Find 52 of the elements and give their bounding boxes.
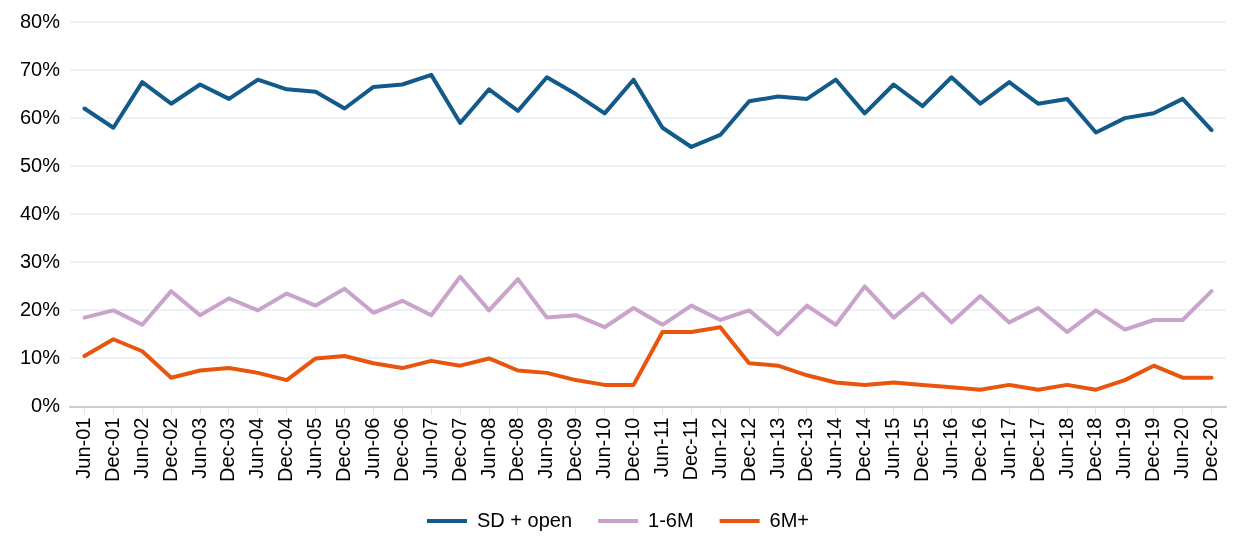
x-tick-label: Dec-08 (505, 417, 528, 483)
y-tick-label: 50% (20, 153, 61, 176)
x-tick-label: Dec-18 (1083, 417, 1106, 483)
x-tick-label: Dec-03 (216, 417, 239, 483)
x-tick-label: Dec-14 (852, 417, 875, 483)
x-tick-label: Jun-14 (823, 417, 846, 479)
y-tick-label: 10% (20, 345, 61, 368)
x-tick-label: Dec-19 (1141, 417, 1164, 483)
x-tick-label: Jun-10 (592, 417, 615, 479)
x-tick-label: Dec-12 (736, 417, 759, 483)
x-tick-label: Dec-10 (621, 417, 644, 483)
x-tick-label: Dec-05 (332, 417, 355, 483)
y-tick-label: 60% (20, 105, 61, 128)
x-tick-label: Jun-16 (938, 417, 961, 479)
y-tick-label: 80% (20, 9, 61, 32)
x-tick-label: Jun-01 (71, 417, 94, 479)
x-tick-label: Jun-18 (1054, 417, 1077, 479)
y-tick-label: 40% (20, 201, 61, 224)
x-tick-label: Jun-08 (476, 417, 499, 479)
x-tick-label: Jun-15 (881, 417, 904, 479)
x-tick-label: Jun-09 (534, 417, 557, 479)
y-tick-label: 30% (20, 249, 61, 272)
y-tick-label: 20% (20, 297, 61, 320)
legend-label: 1-6M (648, 508, 694, 531)
x-tick-label: Dec-09 (563, 417, 586, 483)
x-tick-label: Jun-07 (418, 417, 441, 479)
x-tick-label: Dec-04 (274, 417, 297, 483)
x-tick-label: Dec-15 (910, 417, 933, 483)
x-tick-label: Jun-03 (187, 417, 210, 479)
y-tick-label: 70% (20, 57, 61, 80)
x-tick-label: Jun-02 (129, 417, 152, 479)
x-tick-label: Jun-20 (1170, 417, 1193, 479)
legend-label: SD + open (476, 508, 573, 531)
x-tick-label: Jun-05 (303, 417, 326, 479)
x-tick-label: Dec-02 (158, 417, 181, 483)
x-tick-label: Jun-11 (649, 417, 672, 478)
x-tick-label: Dec-07 (447, 417, 470, 483)
x-tick-label: Dec-17 (1025, 417, 1048, 483)
x-tick-label: Dec-11 (678, 417, 701, 481)
x-tick-label: Dec-13 (794, 417, 817, 483)
x-tick-label: Dec-20 (1199, 417, 1222, 483)
legend-label: 6M+ (769, 508, 810, 531)
x-tick-label: Jun-19 (1112, 417, 1135, 479)
x-tick-label: Jun-04 (245, 417, 268, 479)
y-tick-label: 0% (31, 394, 61, 417)
x-tick-label: Jun-17 (996, 417, 1019, 479)
x-tick-label: Jun-06 (360, 417, 383, 479)
x-tick-label: Dec-16 (967, 417, 990, 483)
x-tick-label: Jun-13 (765, 417, 788, 479)
x-tick-label: Dec-06 (389, 417, 412, 483)
x-tick-label: Jun-12 (707, 417, 730, 479)
x-tick-label: Dec-01 (100, 417, 123, 483)
